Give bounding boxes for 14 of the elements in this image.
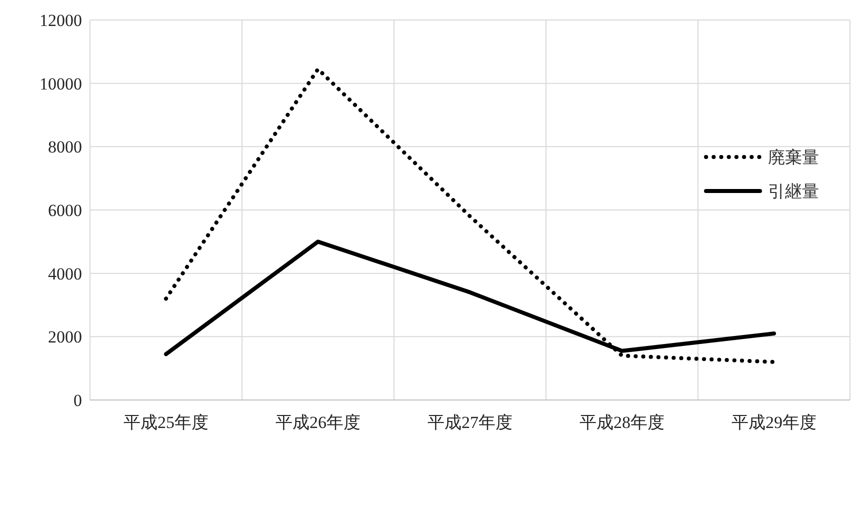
y-tick-label: 8000 [48, 138, 82, 157]
legend-label: 引継量 [768, 180, 819, 202]
y-tick-label: 0 [74, 391, 82, 410]
y-tick-label: 2000 [48, 328, 82, 347]
legend-label: 廃棄量 [768, 146, 819, 168]
y-tick-label: 12000 [40, 11, 82, 30]
x-tick-label: 平成25年度 [124, 413, 208, 432]
y-tick-label: 4000 [48, 264, 82, 284]
x-tick-label: 平成26年度 [276, 413, 360, 432]
y-tick-label: 10000 [40, 74, 82, 94]
x-tick-label: 平成29年度 [732, 413, 816, 432]
x-tick-label: 平成27年度 [428, 413, 512, 432]
y-tick-label: 6000 [48, 201, 82, 220]
x-tick-label: 平成28年度 [580, 413, 664, 432]
